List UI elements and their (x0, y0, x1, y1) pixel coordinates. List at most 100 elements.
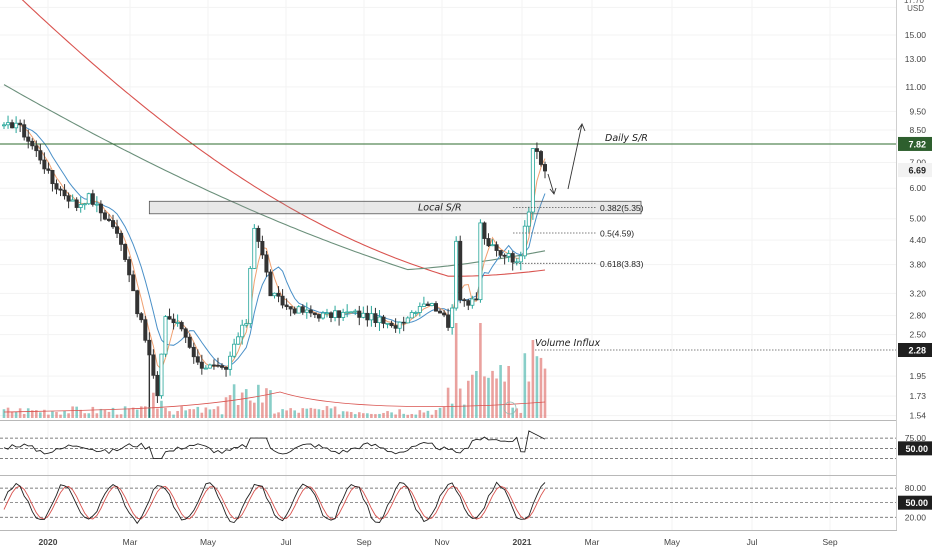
candle-body (54, 183, 59, 190)
candle (38, 143, 43, 165)
volume-bar (309, 407, 313, 418)
volume-bar (398, 409, 401, 418)
volume-bar (507, 365, 510, 418)
candle-body (345, 311, 350, 314)
stoch-d-line (3, 485, 546, 520)
price-tick-label: 17.70 (904, 0, 925, 5)
candle-body (385, 322, 390, 325)
volume-bar (156, 408, 159, 418)
volume-bar (248, 400, 252, 418)
candle (252, 224, 257, 270)
candle-body (155, 374, 160, 397)
volume-bar (434, 410, 438, 418)
candle-body (397, 321, 402, 329)
candle (171, 313, 176, 330)
volume-bar (317, 409, 321, 418)
candle-body (425, 303, 430, 306)
volume-bar (253, 402, 256, 418)
candle (304, 302, 309, 319)
candle (211, 359, 216, 370)
candle (143, 315, 148, 343)
candle-body (389, 322, 394, 327)
volume-bar (366, 413, 369, 418)
candle-body (470, 298, 475, 306)
candle (98, 200, 103, 222)
volume-bar (414, 414, 418, 418)
rsi-pane[interactable] (0, 430, 896, 460)
candle (425, 301, 430, 306)
candle-body (14, 122, 19, 129)
candle-body (2, 124, 7, 127)
candle-body (482, 222, 487, 239)
candle-body (538, 151, 543, 165)
candle (224, 366, 229, 377)
candle (115, 219, 120, 239)
candle (284, 298, 289, 310)
candle (236, 332, 241, 345)
candle (401, 316, 406, 332)
volume-bar (313, 408, 317, 418)
volume-bar (285, 410, 288, 418)
candle-body (224, 366, 229, 370)
candle-body (312, 312, 317, 315)
stoch-current-box (898, 495, 932, 510)
price-label-box (898, 343, 932, 358)
candle (191, 342, 196, 364)
candle-body (417, 306, 422, 313)
price-tick-label: 1.73 (909, 391, 926, 401)
stochastic-pane[interactable] (0, 481, 896, 525)
volume-bar (103, 409, 107, 418)
candle-body (167, 316, 172, 320)
candle (502, 253, 507, 265)
candle (316, 313, 321, 322)
candle-body (18, 122, 23, 126)
volume-ma-line (3, 391, 546, 413)
candle (167, 308, 172, 320)
price-label-text: 6.69 (908, 166, 926, 176)
volume-bar (265, 388, 268, 418)
candle (264, 250, 269, 277)
candle-body (474, 298, 479, 301)
rsi-current-box (898, 441, 932, 456)
main-price-pane[interactable]: 0.382(5.35) 0.5(4.59) 0.618(3.83) Daily S/R… (0, 0, 896, 418)
candle-body (34, 145, 39, 152)
volume-bar (244, 389, 248, 418)
volume-bar (297, 412, 301, 418)
candle-body (207, 364, 212, 369)
volume-bar (446, 387, 450, 418)
candle (179, 320, 184, 332)
candle (534, 142, 539, 160)
volume-bar (30, 410, 34, 418)
candle (244, 319, 249, 328)
candle-body (252, 227, 257, 269)
candle (470, 295, 475, 309)
candle-body (86, 193, 91, 205)
down-arrow-head (549, 187, 557, 195)
candle-body (236, 336, 241, 345)
candle (349, 311, 354, 314)
candle-body (288, 306, 293, 310)
candle (268, 269, 273, 297)
currency-label: USD (907, 4, 924, 13)
time-tick-label: Nov (434, 537, 450, 547)
candle-body (458, 240, 463, 301)
volume-influx-label: Volume Influx (535, 338, 601, 349)
price-tick-label: 3.20 (909, 288, 926, 298)
time-tick-label: Sep (822, 537, 837, 547)
candle-body (276, 292, 281, 297)
stoch-tick-label: 20.00 (905, 512, 927, 522)
candle (498, 250, 503, 259)
candle (207, 363, 212, 369)
candle (474, 292, 479, 301)
time-axis[interactable]: 2020 Mar May Jul Sep Nov 2021 Mar May Jul Sep (0, 531, 932, 550)
candle (506, 250, 511, 263)
candle (123, 243, 128, 263)
candle-body (494, 244, 499, 251)
volume-bar (14, 411, 18, 418)
candle (159, 353, 164, 399)
candle-body (127, 259, 132, 276)
